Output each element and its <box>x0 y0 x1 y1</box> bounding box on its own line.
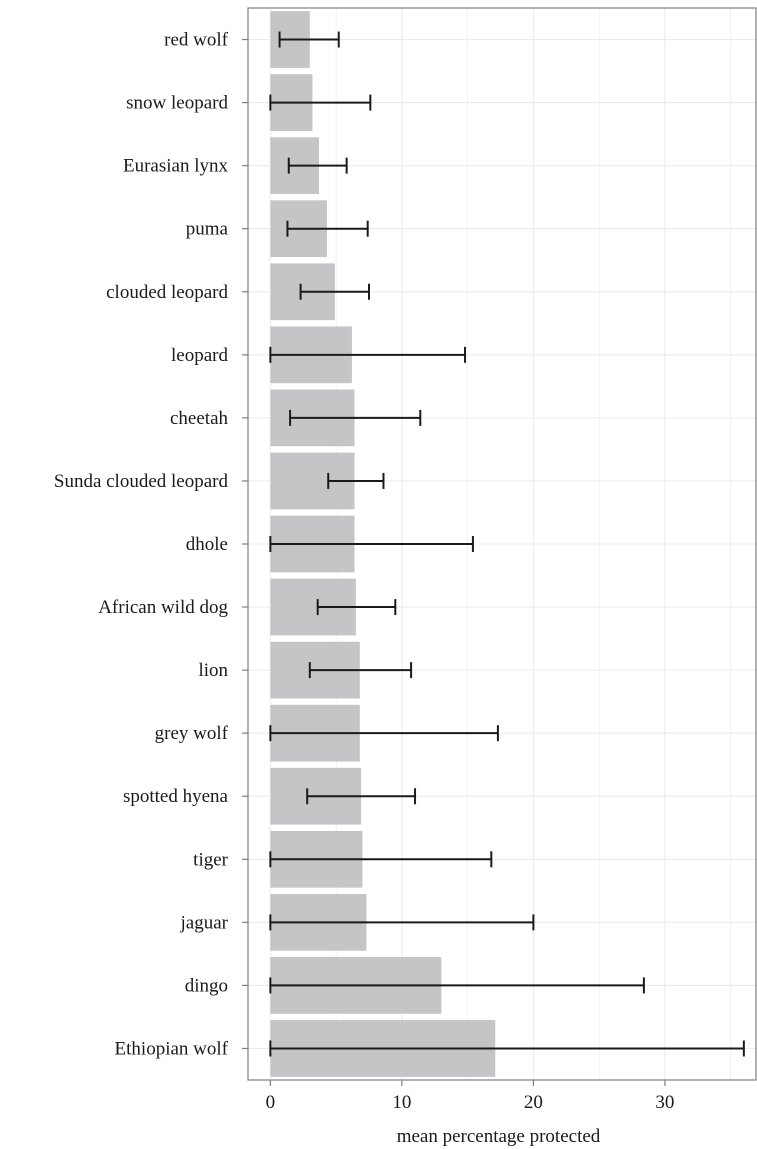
y-tick-label: lion <box>198 660 228 681</box>
error-bar <box>308 662 413 679</box>
error-bar <box>278 31 340 48</box>
error-bar <box>327 472 385 489</box>
y-tick-label: snow leopard <box>126 93 228 114</box>
y-tick-label: jaguar <box>180 912 229 933</box>
x-tick-label: 10 <box>392 1092 411 1113</box>
y-tick-label: puma <box>186 219 229 240</box>
x-tick-label: 0 <box>266 1092 276 1113</box>
error-bar <box>316 599 397 616</box>
error-bar <box>306 788 417 805</box>
y-tick-label: leopard <box>171 345 228 366</box>
error-bar <box>289 409 422 426</box>
error-bar <box>269 914 535 931</box>
y-tick-label: Ethiopian wolf <box>115 1038 229 1059</box>
error-bar <box>269 94 372 111</box>
error-bars <box>269 31 745 1057</box>
y-axis: red wolf snow leopard Eurasian lynx puma clo… <box>54 30 248 1059</box>
y-tick-label: Sunda clouded leopard <box>54 471 229 492</box>
error-bar <box>287 157 348 174</box>
y-tick-label: Eurasian lynx <box>123 156 229 177</box>
x-axis-title: mean percentage protected <box>397 1126 601 1147</box>
error-bar <box>299 283 371 300</box>
error-bar <box>269 977 645 994</box>
y-tick-label: clouded leopard <box>106 282 228 303</box>
y-tick-label: grey wolf <box>155 723 229 744</box>
error-bar <box>269 346 467 363</box>
error-bar <box>286 220 369 237</box>
y-tick-label: tiger <box>193 849 228 870</box>
y-tick-label: African wild dog <box>98 597 228 618</box>
x-axis: 0 10 20 30 <box>266 1080 674 1113</box>
error-bar <box>269 725 499 742</box>
y-tick-label: dhole <box>186 534 228 555</box>
x-tick-label: 30 <box>655 1092 674 1113</box>
y-tick-label: dingo <box>185 975 228 996</box>
x-tick-label: 20 <box>524 1092 543 1113</box>
error-bar <box>269 536 474 552</box>
y-tick-label: spotted hyena <box>123 786 229 807</box>
y-tick-label: red wolf <box>164 30 229 51</box>
error-bar <box>269 851 493 868</box>
error-bar <box>269 1040 745 1057</box>
y-tick-label: cheetah <box>170 408 229 429</box>
